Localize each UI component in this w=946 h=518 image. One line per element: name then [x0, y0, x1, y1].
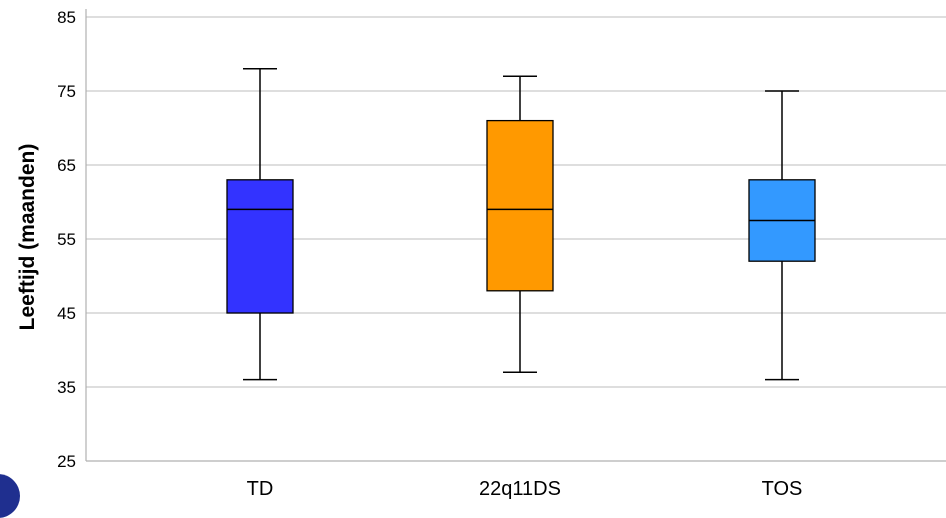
box-td: [226, 179, 294, 314]
y-tick-label-55: 55: [57, 230, 76, 249]
y-tick-label-65: 65: [57, 156, 76, 175]
x-category-label-tos: TOS: [762, 478, 803, 500]
box-group-22q11ds: [486, 75, 554, 373]
box-group-tos: [748, 90, 816, 381]
y-tick-label-85: 85: [57, 8, 76, 27]
boxes: [226, 68, 816, 381]
x-category-label-td: TD: [247, 478, 274, 500]
y-tick-label-25: 25: [57, 452, 76, 471]
y-tick-label-45: 45: [57, 304, 76, 323]
box-group-td: [226, 68, 294, 381]
boxplot-chart: Leeftijd (maanden) 25 35 45 55 65 75 85 TD 22q11…: [0, 8, 946, 518]
labels: Leeftijd (maanden) 25 35 45 55 65 75 85 TD 22q11…: [16, 8, 802, 500]
y-tick-label-35: 35: [57, 378, 76, 397]
box-22q11ds: [486, 119, 554, 292]
x-category-label-22q11ds: 22q11DS: [479, 478, 561, 500]
y-axis-label: Leeftijd (maanden): [16, 144, 39, 331]
axes: [85, 9, 946, 462]
y-tick-label-75: 75: [57, 82, 76, 101]
chart-canvas: Leeftijd (maanden) 25 35 45 55 65 75 85 TD 22q11…: [16, 8, 946, 500]
